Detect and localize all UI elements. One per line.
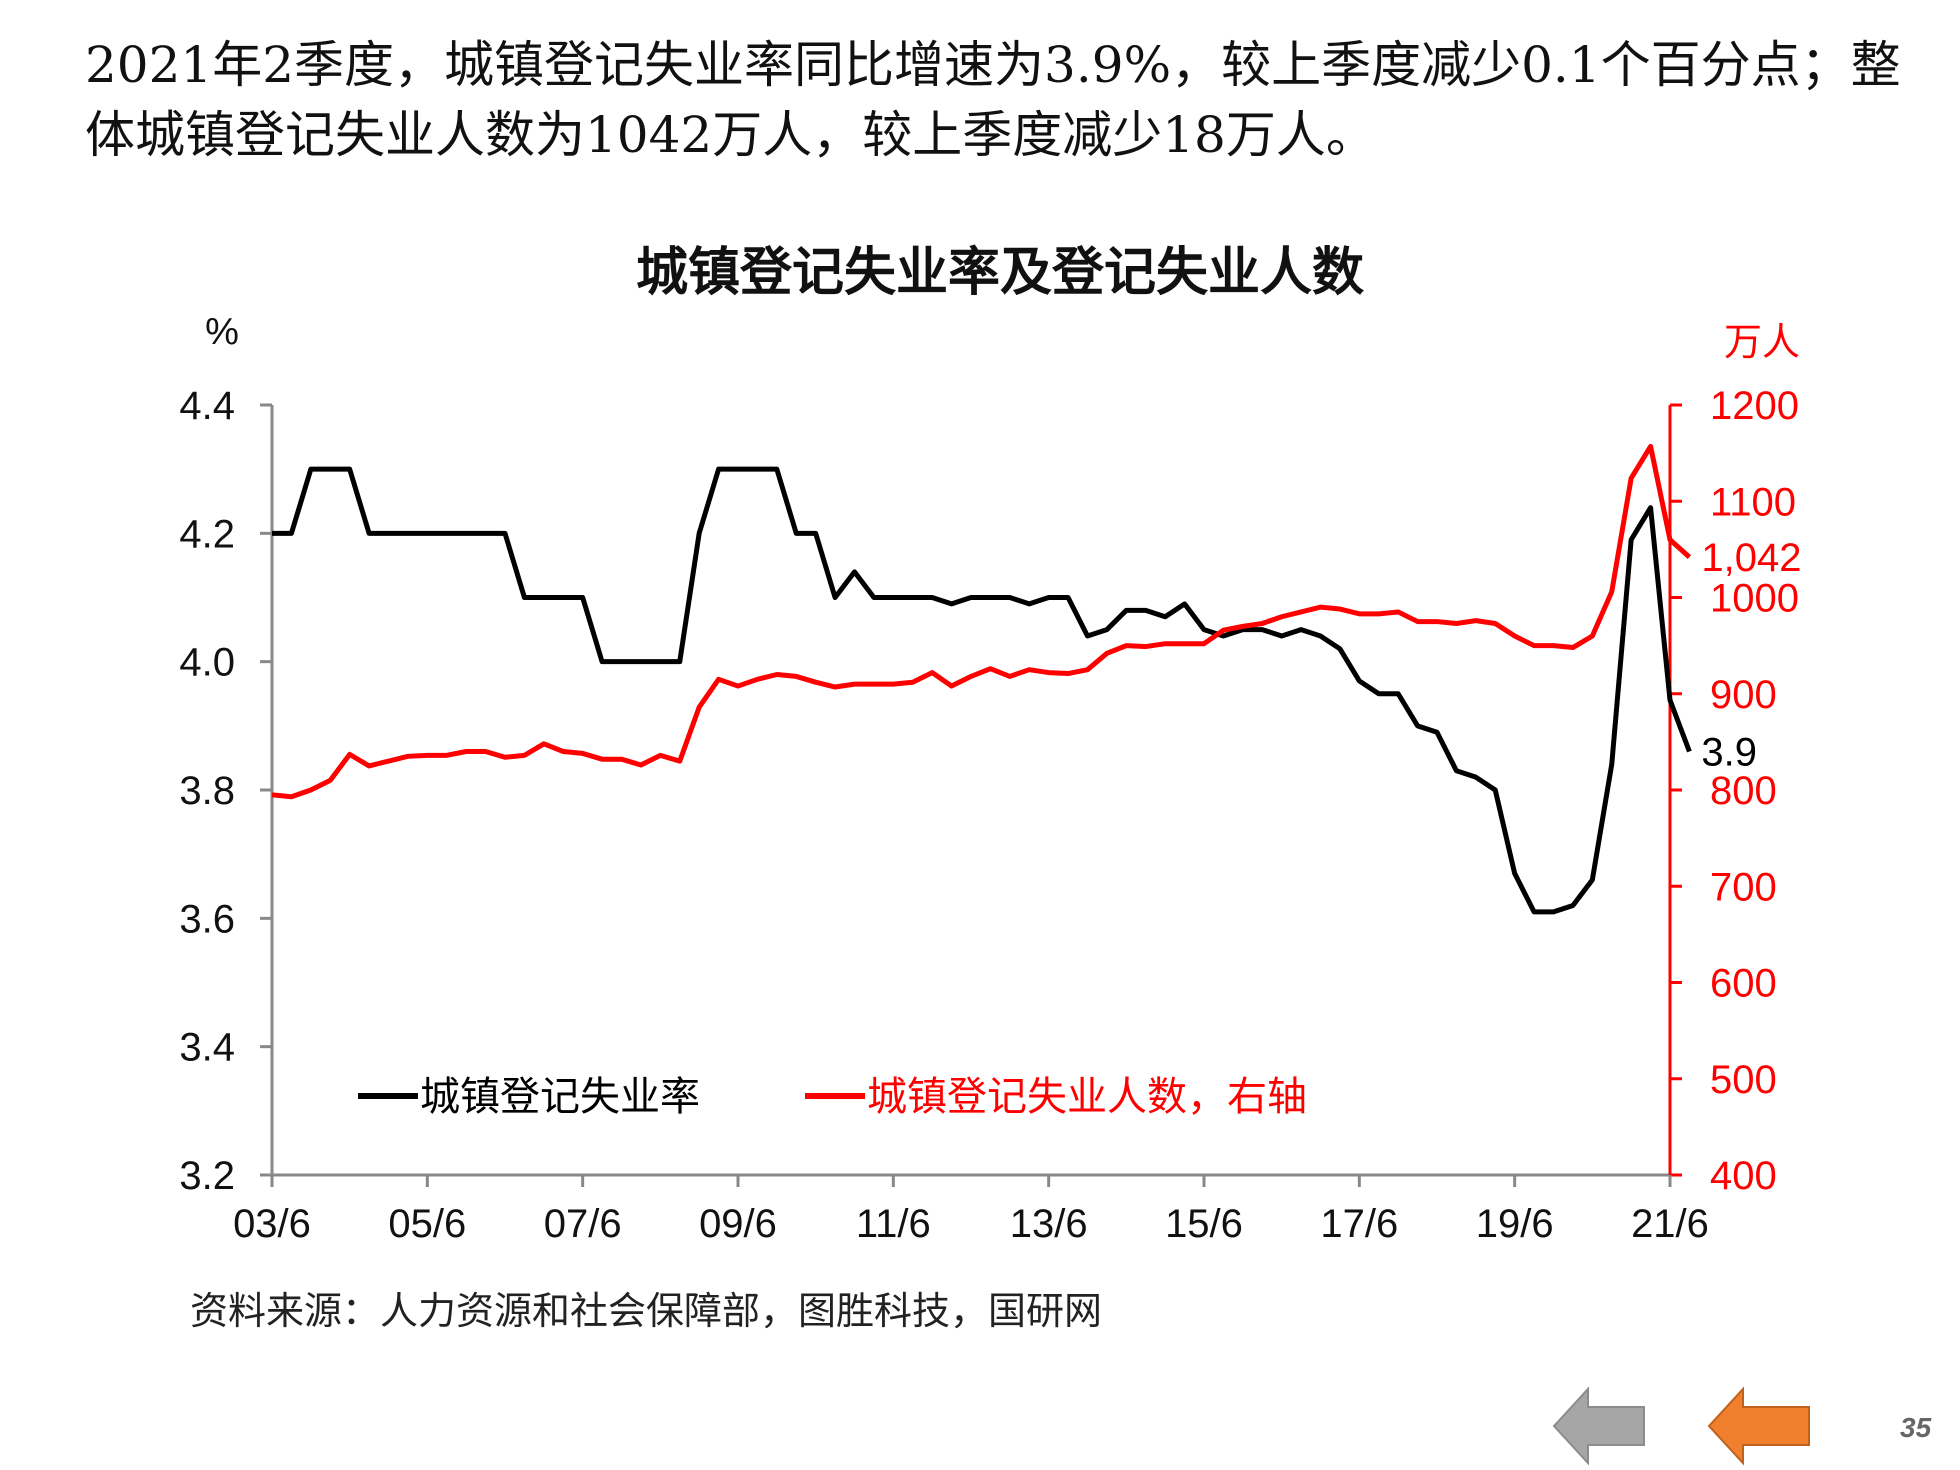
y-right-tick-label: 500	[1710, 1058, 1777, 1102]
y-right-tick-label: 700	[1710, 865, 1777, 909]
end-label-rate: 3.9	[1701, 731, 1757, 775]
x-tick-label: 15/6	[1165, 1202, 1243, 1246]
y-left-unit: %	[205, 311, 239, 353]
y-left-tick-label: 3.4	[179, 1026, 235, 1070]
series-line-rate	[272, 466, 1692, 915]
x-tick-label: 03/6	[233, 1202, 311, 1246]
page-number: 35	[1900, 1412, 1932, 1443]
intro-text: 2021年2季度，城镇登记失业率同比增速为3.9%，较上季度减少0.1个百分点；…	[85, 36, 1901, 164]
legend: 城镇登记失业率 城镇登记失业人数，右轴	[358, 1074, 1307, 1120]
y-right-unit: 万人	[1724, 320, 1800, 364]
x-tick-label: 09/6	[699, 1202, 777, 1246]
series-layer: 3.9 1,042	[271, 443, 1802, 915]
y-right-tick-label: 800	[1710, 769, 1777, 813]
axes: 4.4 4.2 4.0 3.8 3.6 3.4 3.2 1200 1100 1000 900 800 7…	[179, 384, 1799, 1246]
left-arrow-icon	[1707, 1386, 1810, 1466]
y-right-tick-label: 1200	[1710, 384, 1799, 428]
x-tick-label: 17/6	[1320, 1202, 1398, 1246]
next-arrow-button[interactable]	[1705, 1385, 1815, 1467]
x-tick-label: 13/6	[1010, 1202, 1088, 1246]
series-line-count	[271, 443, 1692, 800]
legend-label-count: 城镇登记失业人数，右轴	[867, 1074, 1307, 1120]
y-left-tick-label: 3.2	[179, 1154, 235, 1198]
x-tick-label: 19/6	[1476, 1202, 1554, 1246]
y-left-tick-label: 4.0	[179, 641, 235, 685]
x-tick-label: 21/6	[1631, 1202, 1709, 1246]
source-note: 资料来源：人力资源和社会保障部，图胜科技，国研网	[190, 1289, 1103, 1333]
left-arrow-icon	[1552, 1386, 1645, 1466]
previous-arrow-button[interactable]	[1550, 1385, 1650, 1467]
y-right-tick-label: 900	[1710, 673, 1777, 717]
y-right-tick-label: 1000	[1710, 577, 1799, 621]
x-tick-label: 05/6	[388, 1202, 466, 1246]
y-left-tick-label: 4.4	[179, 384, 235, 428]
y-left-tick-label: 4.2	[179, 512, 235, 556]
y-right-tick-label: 400	[1710, 1154, 1777, 1198]
legend-label-rate: 城镇登记失业率	[420, 1074, 700, 1120]
end-label-count: 1,042	[1701, 536, 1801, 580]
x-tick-label: 11/6	[856, 1202, 931, 1246]
y-left-tick-label: 3.6	[179, 897, 235, 941]
y-left-tick-label: 3.8	[179, 769, 235, 813]
y-right-tick-label: 600	[1710, 962, 1777, 1006]
x-tick-label: 07/6	[544, 1202, 622, 1246]
chart-title: 城镇登记失业率及登记失业人数	[636, 243, 1364, 303]
y-right-tick-label: 1100	[1710, 480, 1796, 524]
